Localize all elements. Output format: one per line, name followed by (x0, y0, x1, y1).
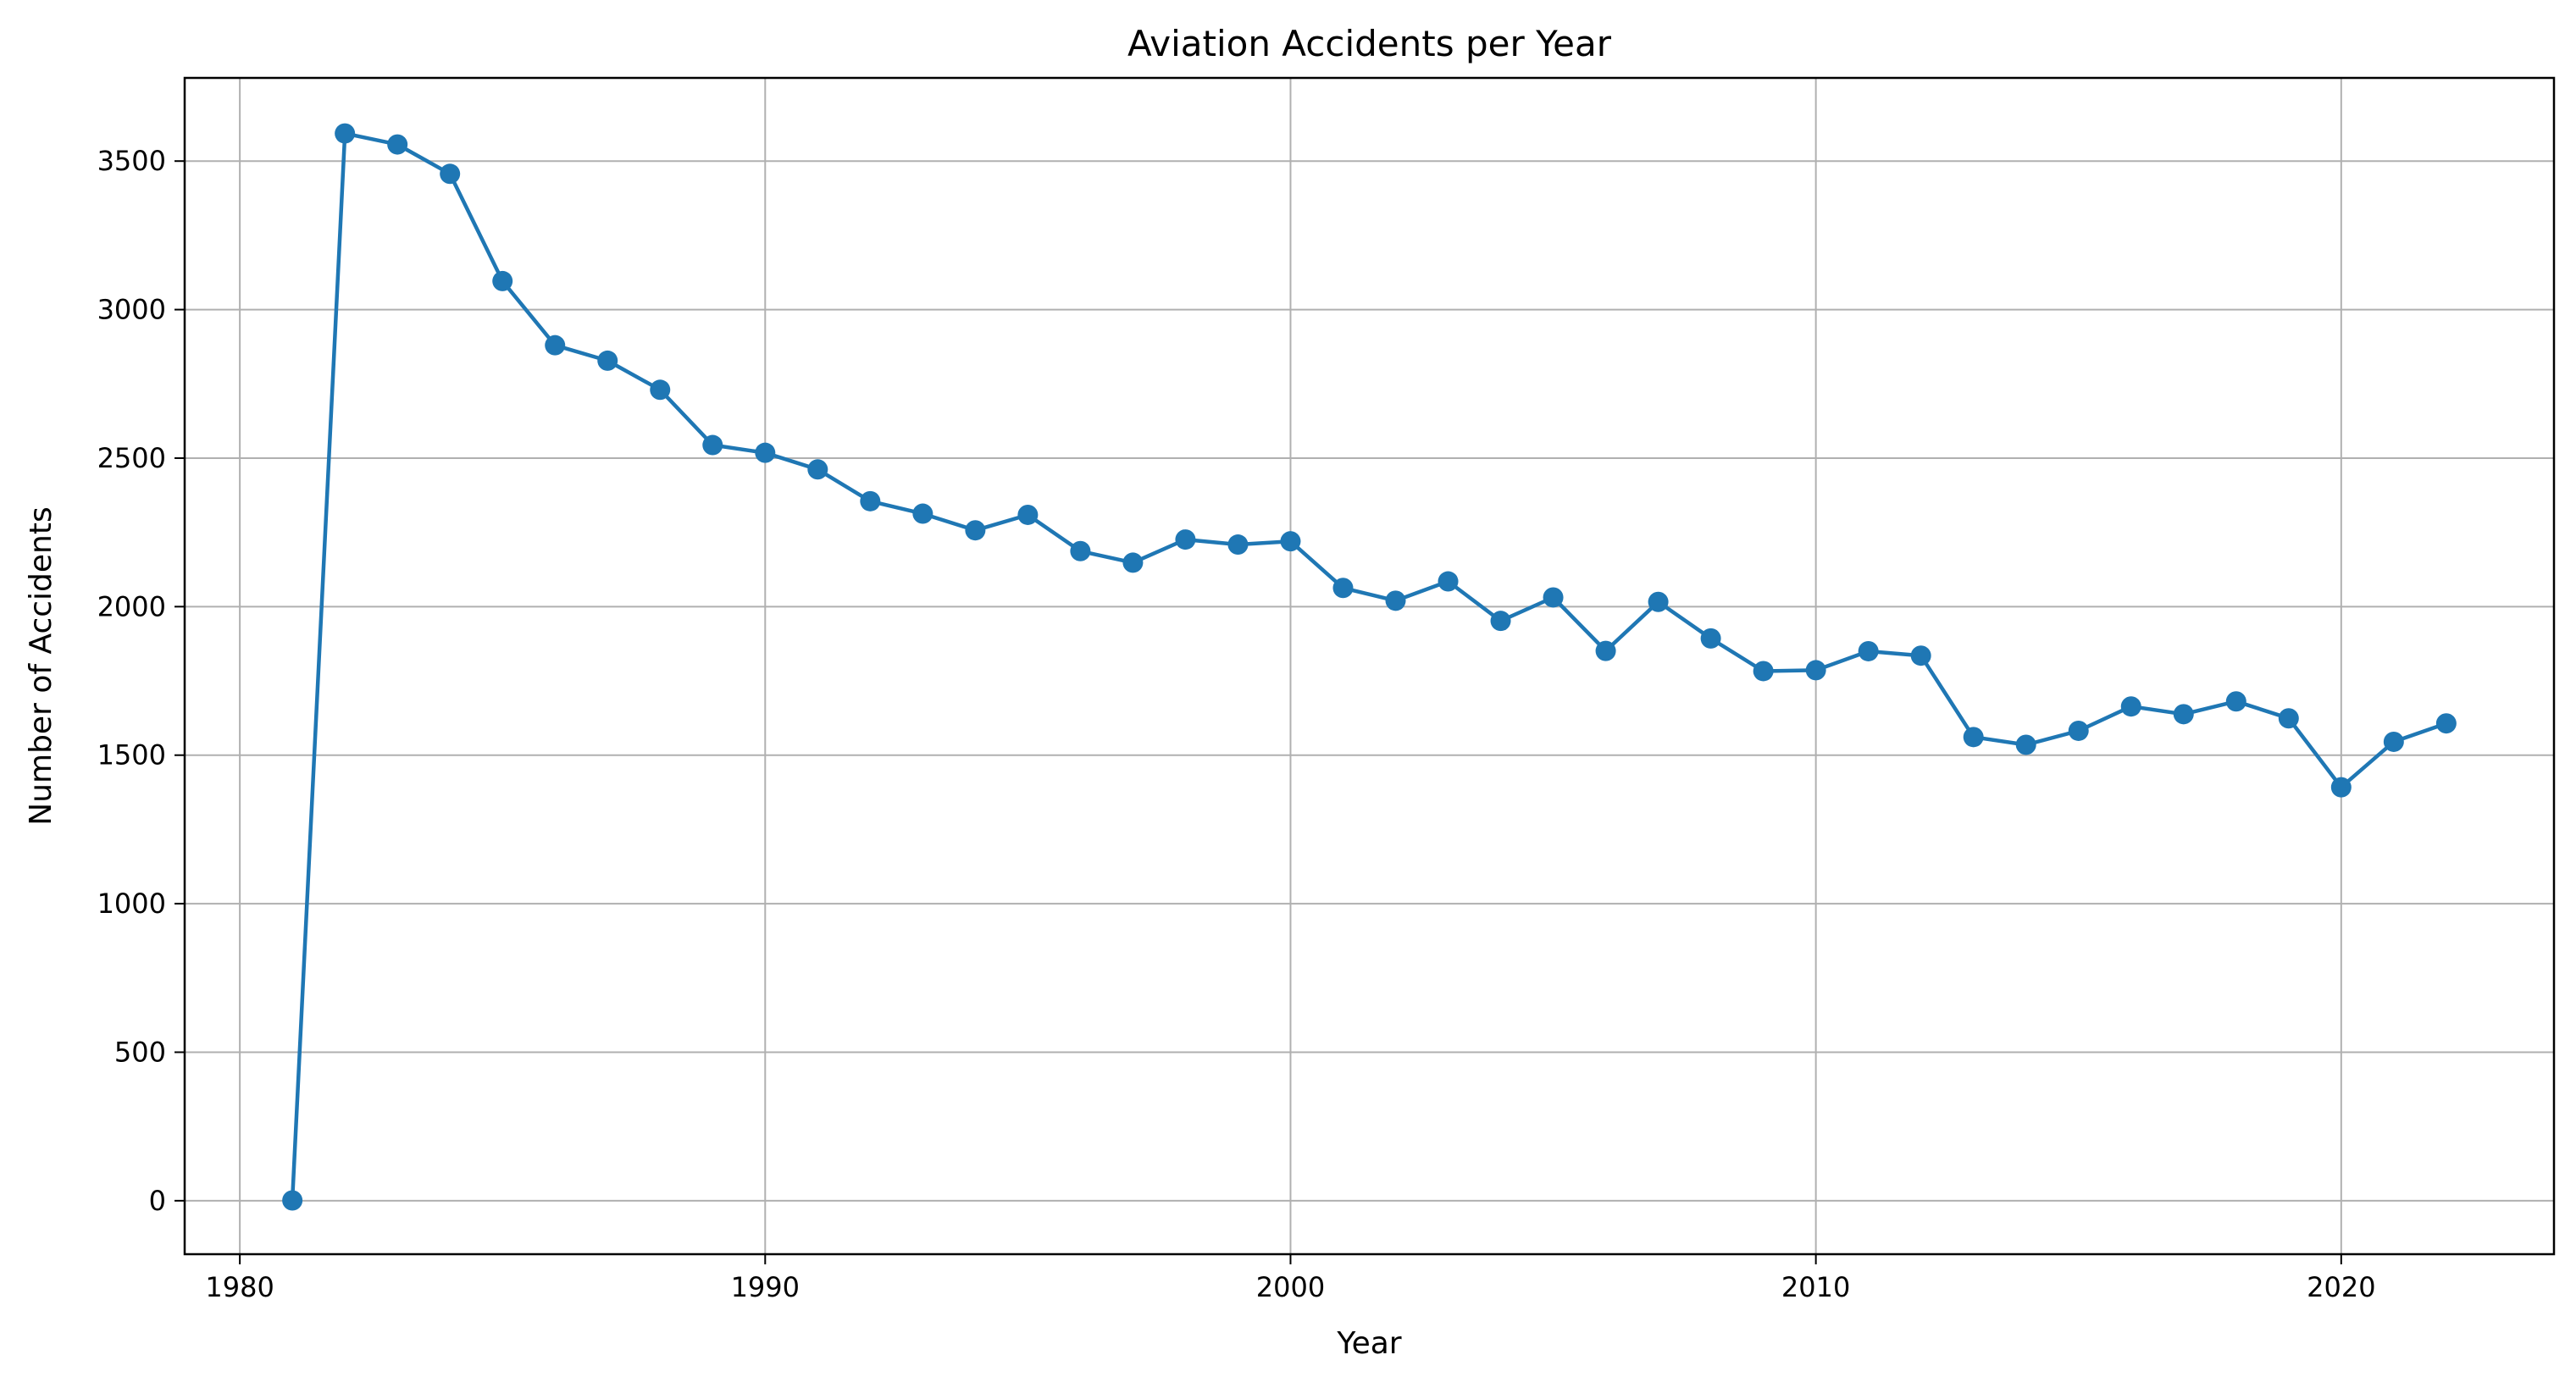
plot-frame (183, 76, 2556, 1256)
data-point (1543, 587, 1564, 608)
data-point (2278, 708, 2299, 729)
data-series (282, 123, 2457, 1211)
data-point (2330, 777, 2352, 798)
y-tick-label: 0 (149, 1185, 166, 1217)
data-point (2120, 696, 2141, 717)
data-point (650, 379, 671, 401)
data-point (1753, 661, 1774, 682)
data-point (1280, 531, 1301, 552)
data-point (282, 1190, 303, 1211)
data-point (597, 350, 618, 371)
x-tick-label: 2020 (2307, 1271, 2375, 1303)
data-point (702, 434, 723, 456)
x-tick-label: 2000 (1256, 1271, 1325, 1303)
data-point (440, 163, 461, 185)
y-tick-label: 500 (114, 1036, 166, 1068)
data-point (1017, 504, 1039, 525)
grid-lines (185, 78, 2554, 1254)
data-point (2173, 704, 2194, 725)
data-point (1490, 611, 1511, 632)
data-point (2383, 731, 2404, 752)
data-point (860, 490, 881, 512)
data-point (1438, 571, 1459, 592)
data-point (1910, 645, 1931, 666)
data-point (755, 442, 776, 463)
data-point (1595, 640, 1616, 661)
x-tick-label: 1990 (731, 1271, 800, 1303)
y-axis-label: Number of Accidents (24, 506, 58, 825)
x-axis-label: Year (1336, 1326, 1401, 1361)
data-point (1122, 552, 1144, 573)
data-point (2225, 691, 2246, 712)
data-point (1227, 534, 1249, 556)
data-point (1963, 727, 1984, 748)
data-point (1648, 591, 1669, 612)
data-point (2068, 720, 2089, 741)
x-tick-label: 2010 (1781, 1271, 1850, 1303)
data-point (965, 520, 986, 541)
data-point (1175, 529, 1196, 550)
chart-title: Aviation Accidents per Year (1127, 23, 1612, 64)
data-point (2015, 734, 2036, 755)
data-point (1858, 640, 1879, 661)
axis-ticks: 1980 1990 2000 2010 2020 0 500 1000 1500 2000 2500… (97, 145, 2376, 1303)
data-point (1332, 578, 1354, 599)
y-tick-label: 2500 (97, 442, 166, 474)
x-tick-label: 1980 (205, 1271, 274, 1303)
data-point (1700, 628, 1721, 649)
data-point (912, 503, 933, 524)
data-point (1385, 590, 1406, 611)
y-tick-label: 1000 (97, 888, 166, 920)
data-point (1070, 540, 1091, 561)
y-tick-label: 3000 (97, 294, 166, 326)
data-point (1805, 660, 1826, 681)
data-point (492, 270, 513, 291)
data-point (2435, 713, 2457, 734)
y-tick-label: 2000 (97, 590, 166, 622)
y-tick-label: 3500 (97, 145, 166, 177)
data-point (387, 134, 408, 155)
y-tick-label: 1500 (97, 739, 166, 771)
data-point (545, 335, 566, 356)
data-point (807, 459, 828, 480)
data-point (335, 123, 356, 144)
